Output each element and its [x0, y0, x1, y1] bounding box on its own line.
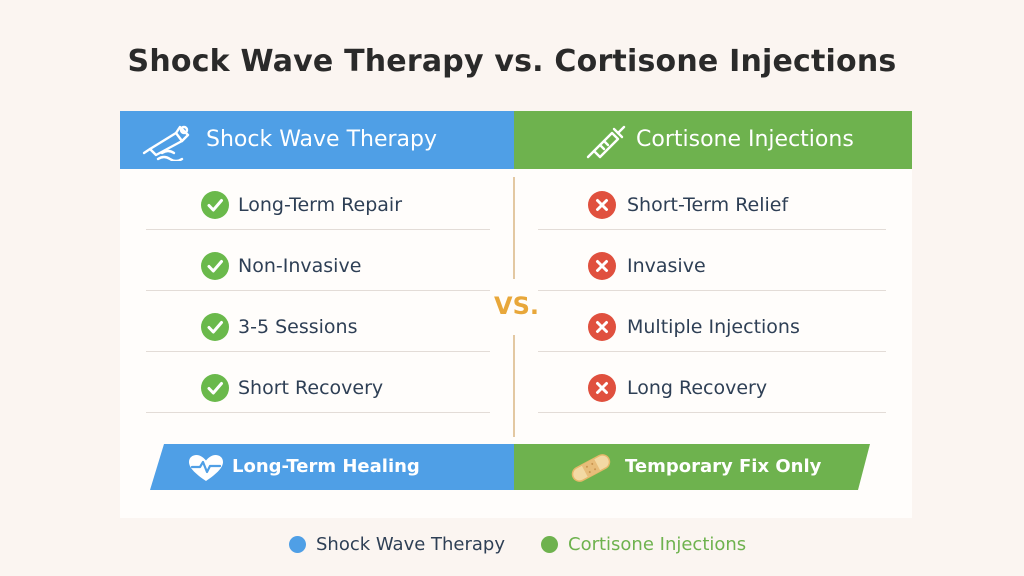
- divider-top: [513, 177, 515, 279]
- cross-icon: [588, 252, 616, 280]
- list-item: 3-5 Sessions: [146, 291, 490, 352]
- divider-bottom: [513, 335, 515, 437]
- list-item: Short-Term Relief: [538, 169, 886, 230]
- item-label: Invasive: [627, 255, 706, 277]
- cross-icon: [588, 374, 616, 402]
- item-label: 3-5 Sessions: [238, 316, 358, 338]
- legend-dot-cortisone: [541, 536, 558, 553]
- legend-dot-shock-wave: [289, 536, 306, 553]
- footer-cortisone: Temporary Fix Only: [625, 456, 822, 477]
- comparison-card: Shock Wave Therapy Cortisone Injections: [120, 111, 912, 518]
- list-item: Short Recovery: [146, 352, 490, 413]
- list-item: Long Recovery: [538, 352, 886, 413]
- legend-label-cortisone: Cortisone Injections: [568, 534, 747, 555]
- cross-icon: [588, 313, 616, 341]
- syringe-icon: [584, 121, 628, 167]
- item-label: Short-Term Relief: [627, 194, 789, 216]
- cross-icon: [588, 191, 616, 219]
- header-shock-wave-label: Shock Wave Therapy: [206, 127, 437, 152]
- heart-pulse-icon: [186, 453, 226, 487]
- check-icon: [201, 191, 229, 219]
- item-label: Long Recovery: [627, 377, 768, 399]
- legend: Shock Wave Therapy Cortisone Injections: [0, 533, 1024, 557]
- shock-wave-benefits: Long-Term Repair Non-Invasive 3-5 Sessio…: [146, 169, 490, 413]
- cortisone-drawbacks: Short-Term Relief Invasive Multiple Inje…: [538, 169, 886, 413]
- page-title: Shock Wave Therapy vs. Cortisone Injecti…: [127, 44, 897, 79]
- list-item: Non-Invasive: [146, 230, 490, 291]
- check-icon: [201, 374, 229, 402]
- shockwave-device-icon: [136, 121, 200, 167]
- list-item: Long-Term Repair: [146, 169, 490, 230]
- check-icon: [201, 252, 229, 280]
- item-label: Long-Term Repair: [238, 194, 403, 216]
- item-label: Short Recovery: [238, 377, 384, 399]
- vs-label: VS.: [494, 292, 539, 320]
- check-icon: [201, 313, 229, 341]
- header-cortisone: Cortisone Injections: [514, 111, 912, 169]
- bandage-icon: [568, 452, 614, 488]
- footer-shock-wave: Long-Term Healing: [232, 456, 420, 477]
- summary-band: Long-Term Healing Temporary Fix Only: [120, 444, 912, 490]
- list-item: Multiple Injections: [538, 291, 886, 352]
- list-item: Invasive: [538, 230, 886, 291]
- item-label: Non-Invasive: [238, 255, 362, 277]
- header-cortisone-label: Cortisone Injections: [636, 127, 854, 152]
- legend-label-shock-wave: Shock Wave Therapy: [316, 534, 505, 555]
- header-shock-wave: Shock Wave Therapy: [120, 111, 514, 169]
- item-label: Multiple Injections: [627, 316, 800, 338]
